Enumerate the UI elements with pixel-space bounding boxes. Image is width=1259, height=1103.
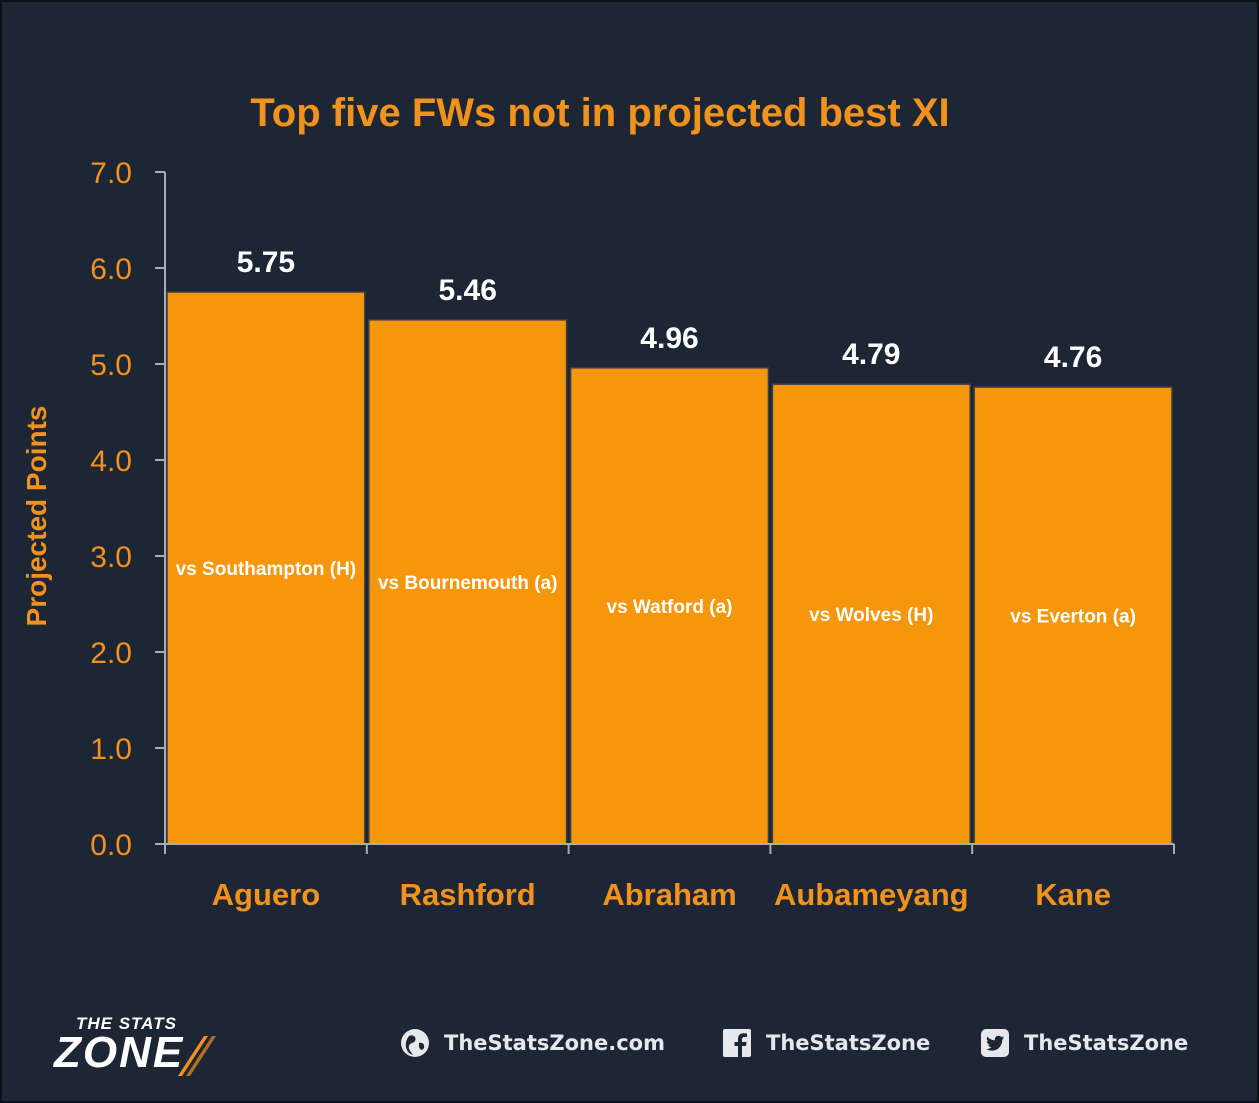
twitter-link[interactable]: TheStatsZone	[980, 1028, 1188, 1058]
y-axis-label: Projected Points	[21, 406, 52, 627]
bar-value-label: 4.76	[1044, 341, 1102, 374]
bar-value-label: 5.46	[439, 274, 497, 307]
facebook-link[interactable]: TheStatsZone	[722, 1028, 930, 1058]
facebook-icon	[722, 1028, 752, 1058]
x-category-label: Aubameyang	[774, 877, 969, 912]
logo-text-main: ZONE	[54, 1028, 185, 1077]
bar	[368, 319, 568, 845]
y-tick-label: 2.0	[90, 637, 132, 670]
twitter-text: TheStatsZone	[1024, 1031, 1189, 1055]
x-category-label: Aguero	[212, 877, 321, 912]
bar-value-label: 4.96	[640, 322, 698, 355]
stats-zone-logo: THE STATS ZONE	[54, 1014, 269, 1080]
bar-fixture-label: vs Everton (a)	[1010, 607, 1136, 628]
globe-icon	[400, 1028, 430, 1058]
y-tick-label: 5.0	[90, 349, 132, 382]
y-tick-label: 1.0	[90, 733, 132, 766]
bar-chart: Top five FWs not in projected best XI Pr…	[21, 91, 1175, 912]
y-tick-label: 0.0	[90, 829, 132, 862]
y-axis: 0.0 1.0 2.0 3.0 4.0 5.0 6.0 7.0	[90, 157, 166, 862]
website-link[interactable]: TheStatsZone.com	[400, 1028, 665, 1058]
bar-fixture-label: vs Wolves (H)	[809, 605, 933, 626]
logo-text-top: THE STATS	[76, 1014, 177, 1033]
bar	[166, 291, 366, 845]
y-tick-label: 4.0	[90, 445, 132, 478]
y-tick-label: 6.0	[90, 253, 132, 286]
logo-stripes-icon	[178, 1036, 216, 1076]
chart-title: Top five FWs not in projected best XI	[250, 91, 949, 135]
x-category-label: Rashford	[400, 877, 536, 912]
x-axis: Aguero Rashford Abraham Aubameyang Kane	[164, 843, 1175, 912]
bars: 5.75 vs Southampton (H) 5.46 vs Bournemouth…	[166, 246, 1173, 845]
y-tick-label: 7.0	[90, 157, 132, 190]
x-category-label: Kane	[1035, 877, 1111, 912]
bar-value-label: 4.79	[842, 338, 900, 371]
facebook-text: TheStatsZone	[766, 1031, 931, 1055]
footer: THE STATS ZONE TheStatsZone.com	[2, 1002, 1257, 1082]
bar-fixture-label: vs Watford (a)	[607, 597, 733, 618]
website-text: TheStatsZone.com	[444, 1031, 665, 1055]
bar-fixture-label: vs Southampton (H)	[176, 559, 357, 580]
bar-value-label: 5.75	[237, 246, 295, 279]
y-tick-label: 3.0	[90, 541, 132, 574]
twitter-icon	[980, 1028, 1010, 1058]
x-category-label: Abraham	[602, 877, 736, 912]
bar-fixture-label: vs Bournemouth (a)	[378, 573, 557, 594]
